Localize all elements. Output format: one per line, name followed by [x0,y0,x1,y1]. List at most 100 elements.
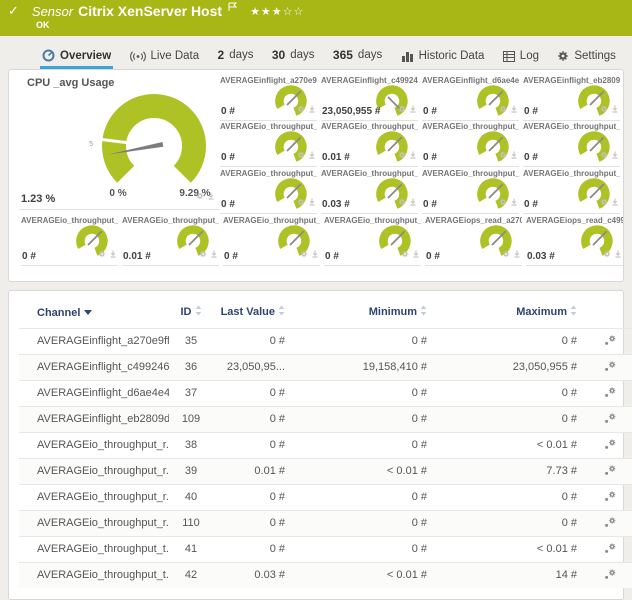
channel-settings-icon[interactable] [604,387,617,401]
gauge-pin-icon[interactable] [611,146,619,164]
channel-settings-icon[interactable] [604,543,617,557]
gauge-gear-icon[interactable] [499,146,507,164]
table-row[interactable]: AVERAGEinflight_d6ae4e4b 37 0 #0 #0 # [19,379,632,407]
cpu-gauge-tile[interactable]: CPU _avg Usage 5 0 % 9.29 % 1.23 % [19,71,219,210]
gauge-tile[interactable]: AVERAGEio_throughput_read... 0.01 # [321,122,418,167]
gauge-tile[interactable]: AVERAGEio_throughput_total... 0.03 # [321,169,418,214]
channel-settings-icon[interactable] [604,413,617,427]
gauge-gear-icon[interactable] [297,193,305,211]
gauge-gear-icon[interactable] [199,245,207,263]
cell-channel[interactable]: AVERAGEio_throughput_t... [19,535,169,563]
gauge-tile[interactable]: AVERAGEio_throughput_read... 0 # [523,122,620,167]
cell-channel[interactable]: AVERAGEio_throughput_r... [19,457,169,485]
table-row[interactable]: AVERAGEinflight_c499246c 36 23,050,95... 19… [19,353,632,381]
gauge-pin-icon[interactable] [412,245,420,263]
cell-channel[interactable]: AVERAGEinflight_eb2809d2 [19,405,169,433]
gauge-gear-icon[interactable] [499,193,507,211]
gauge-tile[interactable]: AVERAGEio_throughput_total... 0 # [220,169,317,214]
gauge-gear-icon[interactable] [398,100,406,118]
gauge-tile[interactable]: AVERAGEio_throughput_read... 0 # [422,122,519,167]
gauge-tile[interactable]: AVERAGEinflight_d6ae4e4b 0 # [422,76,519,121]
gauge-gear-icon[interactable] [401,245,409,263]
tab-settings[interactable]: Settings [555,46,618,69]
gauge-pin-icon[interactable] [513,245,521,263]
col-header-minimum[interactable]: Minimum [289,295,431,328]
gauge-tile[interactable]: AVERAGEio_throughput_read... 0 # [220,122,317,167]
gauge-gear-icon[interactable] [398,193,406,211]
gauge-tile[interactable]: AVERAGEinflight_a270e9ff 0 # [220,76,317,121]
col-header-channel[interactable]: Channel [19,295,169,328]
gauge-pin-icon[interactable] [409,146,417,164]
cell-channel[interactable]: AVERAGEio_throughput_t... [19,561,169,588]
cell-channel[interactable]: AVERAGEinflight_c499246c [19,353,169,381]
table-row[interactable]: AVERAGEio_throughput_r... 39 0.01 # < 0.01 … [19,457,632,485]
cell-channel[interactable]: AVERAGEio_throughput_r... [19,509,169,537]
channel-settings-icon[interactable] [604,361,617,375]
gauge-tile[interactable]: AVERAGEio_throughput_write... 0.01 # [122,216,219,266]
tab-30-days[interactable]: 30 days [270,44,317,69]
col-header-last-value[interactable]: Last Value [213,295,289,328]
gauge-gear-icon[interactable] [600,193,608,211]
gauge-gear-icon[interactable] [603,245,611,263]
gauge-pin-icon[interactable] [409,100,417,118]
cell-channel[interactable]: AVERAGEinflight_a270e9ff [19,327,169,355]
gauge-tile[interactable]: AVERAGEinflight_eb2809d2 0 # [523,76,620,121]
channel-settings-icon[interactable] [604,439,617,453]
gauge-pin-icon[interactable] [510,193,518,211]
table-row[interactable]: AVERAGEio_throughput_r... 40 0 #0 #0 # [19,483,632,511]
gauge-tile[interactable]: AVERAGEio_throughput_write... 0 # [324,216,421,266]
tab-log[interactable]: Log [501,46,541,69]
gauge-pin-icon[interactable] [308,146,316,164]
gauge-pin-icon[interactable] [614,245,622,263]
gauge-pin-icon[interactable] [207,187,215,205]
channel-settings-icon[interactable] [604,569,617,583]
channel-settings-icon[interactable] [604,465,617,479]
gauge-tile[interactable]: AVERAGEinflight_c499246c 23,050,955 # [321,76,418,121]
gauge-gear-icon[interactable] [297,146,305,164]
gauge-gear-icon[interactable] [196,187,204,205]
table-row[interactable]: AVERAGEinflight_eb2809d2 109 0 #0 #0 # [19,405,632,433]
tab-historic-data[interactable]: Historic Data [399,46,487,69]
gauge-tile[interactable]: AVERAGEio_throughput_write... 0 # [21,216,118,266]
gauge-pin-icon[interactable] [409,193,417,211]
gauge-pin-icon[interactable] [510,146,518,164]
gauge-pin-icon[interactable] [611,100,619,118]
gauge-gear-icon[interactable] [297,100,305,118]
gauge-tile[interactable]: AVERAGEio_throughput_write... 0 # [223,216,320,266]
tab-live-data[interactable]: Live Data [128,46,202,69]
gauge-gear-icon[interactable] [502,245,510,263]
tab-365-days[interactable]: 365 days [331,44,384,69]
gauge-pin-icon[interactable] [109,245,117,263]
cell-channel[interactable]: AVERAGEinflight_d6ae4e4b [19,379,169,407]
col-header-id[interactable]: ID [169,295,213,328]
gauge-pin-icon[interactable] [510,100,518,118]
gauge-pin-icon[interactable] [210,245,218,263]
channel-settings-icon[interactable] [604,517,617,531]
cell-channel[interactable]: AVERAGEio_throughput_r... [19,431,169,459]
gauge-pin-icon[interactable] [308,193,316,211]
tab-overview[interactable]: Overview [40,45,114,69]
table-row[interactable]: AVERAGEio_throughput_t... 42 0.03 # < 0.01 … [19,561,632,588]
gauge-tile[interactable]: AVERAGEio_throughput_total... 0 # [523,169,620,214]
gauge-pin-icon[interactable] [611,193,619,211]
table-row[interactable]: AVERAGEio_throughput_t... 41 0 #0 # < 0.01 … [19,535,632,563]
gauge-gear-icon[interactable] [98,245,106,263]
gauge-pin-icon[interactable] [308,100,316,118]
gauge-tile[interactable]: AVERAGEiops_read_c499246c 0.03 # [526,216,623,266]
gauge-gear-icon[interactable] [600,146,608,164]
priority-stars[interactable]: ★★★☆☆ [250,4,305,18]
gauge-gear-icon[interactable] [300,245,308,263]
channel-settings-icon[interactable] [604,335,617,349]
tab-2-days[interactable]: 2 days [216,44,256,69]
cell-channel[interactable]: AVERAGEio_throughput_r... [19,483,169,511]
gauge-gear-icon[interactable] [398,146,406,164]
col-header-maximum[interactable]: Maximum [431,295,581,328]
gauge-pin-icon[interactable] [311,245,319,263]
gauge-tile[interactable]: AVERAGEiops_read_a270e9ff 0 # [425,216,522,266]
table-row[interactable]: AVERAGEio_throughput_r... 38 0 #0 # < 0.01 … [19,431,632,459]
gauge-tile[interactable]: AVERAGEio_throughput_total... 0 # [422,169,519,214]
table-row[interactable]: AVERAGEio_throughput_r... 110 0 #0 #0 # [19,509,632,537]
channel-settings-icon[interactable] [604,491,617,505]
gauge-gear-icon[interactable] [600,100,608,118]
table-row[interactable]: AVERAGEinflight_a270e9ff 35 0 #0 #0 # [19,327,632,355]
